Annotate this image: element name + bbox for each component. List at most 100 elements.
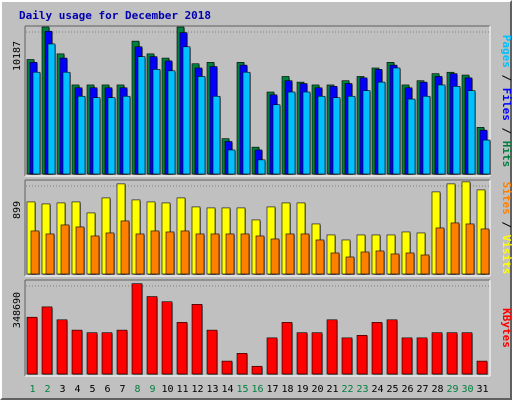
legend-label-kbytes: KBytes — [500, 308, 512, 348]
bar-pages-day-7 — [122, 95, 131, 175]
bar-pages-day-9 — [152, 69, 161, 175]
x-tick-label-day-21: 21 — [326, 384, 338, 395]
bar-sites-day-28 — [435, 227, 445, 275]
bar-sites-day-20 — [315, 239, 325, 275]
bar-kbytes-day-16 — [251, 365, 263, 375]
bar-kbytes-day-30 — [461, 332, 473, 375]
legend-label-visits: Visits — [500, 235, 512, 275]
bar-kbytes-day-13 — [206, 329, 218, 375]
x-tick-label-day-5: 5 — [89, 384, 95, 395]
bar-pages-day-18 — [287, 91, 296, 175]
bar-kbytes-day-11 — [176, 322, 188, 375]
bar-pages-day-26 — [407, 98, 416, 175]
bar-kbytes-day-9 — [146, 296, 158, 375]
bar-kbytes-day-29 — [446, 332, 458, 375]
bar-pages-day-24 — [377, 81, 386, 175]
x-tick-label-day-6: 6 — [104, 384, 110, 395]
bar-sites-day-3 — [60, 224, 70, 275]
bar-kbytes-day-31 — [476, 360, 488, 375]
chart-title: Daily usage for December 2018 — [19, 9, 211, 22]
legend-label-files: Files — [500, 88, 512, 121]
bar-pages-day-16 — [257, 159, 266, 175]
bar-sites-day-29 — [450, 222, 460, 275]
x-tick-label-day-31: 31 — [476, 384, 488, 395]
bar-pages-day-6 — [107, 97, 116, 175]
x-tick-label-day-7: 7 — [119, 384, 125, 395]
x-tick-label-day-23: 23 — [356, 384, 368, 395]
bar-pages-day-22 — [347, 95, 356, 175]
bar-pages-day-15 — [242, 71, 251, 175]
x-tick-label-day-26: 26 — [401, 384, 413, 395]
bar-sites-day-18 — [285, 233, 295, 275]
bar-sites-day-15 — [240, 233, 250, 275]
legend-separator: / — [500, 121, 512, 141]
bar-sites-day-23 — [360, 251, 370, 275]
x-tick-label-day-10: 10 — [161, 384, 173, 395]
bar-pages-day-12 — [197, 76, 206, 175]
bar-sites-day-31 — [480, 228, 490, 275]
bar-kbytes-day-3 — [56, 319, 68, 375]
bar-sites-day-5 — [90, 235, 100, 275]
x-tick-label-day-30: 30 — [461, 384, 473, 395]
bar-kbytes-day-12 — [191, 304, 203, 375]
bar-pages-day-31 — [482, 139, 491, 175]
bar-sites-day-9 — [150, 230, 160, 275]
x-tick-label-day-19: 19 — [296, 384, 308, 395]
x-tick-label-day-15: 15 — [236, 384, 248, 395]
x-tick-label-day-24: 24 — [371, 384, 383, 395]
bar-kbytes-day-24 — [371, 322, 383, 375]
bar-kbytes-day-19 — [296, 332, 308, 375]
bar-kbytes-day-21 — [326, 319, 338, 375]
bar-pages-day-2 — [47, 43, 56, 175]
legend-separator: / — [500, 215, 512, 235]
x-tick-label-day-12: 12 — [191, 384, 203, 395]
bar-kbytes-day-22 — [341, 337, 353, 375]
y-tick-label-3: 348690 — [12, 292, 23, 328]
bar-pages-day-17 — [272, 104, 281, 175]
legend-label-hits: Hits — [500, 141, 512, 168]
bar-kbytes-day-8 — [131, 283, 143, 375]
bar-sites-day-7 — [120, 220, 130, 275]
x-tick-label-day-17: 17 — [266, 384, 278, 395]
bar-pages-day-19 — [302, 91, 311, 175]
bar-kbytes-day-20 — [311, 332, 323, 375]
legend-2: Sites / Visits — [500, 182, 512, 275]
x-tick-label-day-25: 25 — [386, 384, 398, 395]
x-tick-label-day-27: 27 — [416, 384, 428, 395]
bar-pages-day-29 — [452, 86, 461, 175]
x-tick-label-day-14: 14 — [221, 384, 233, 395]
bar-sites-day-16 — [255, 235, 265, 275]
bar-kbytes-day-7 — [116, 329, 128, 375]
x-tick-label-day-29: 29 — [446, 384, 458, 395]
bar-pages-day-20 — [317, 95, 326, 175]
x-tick-label-day-18: 18 — [281, 384, 293, 395]
bar-sites-day-25 — [390, 253, 400, 275]
bar-kbytes-day-5 — [86, 332, 98, 375]
bar-sites-day-14 — [225, 233, 235, 275]
bar-pages-day-5 — [92, 97, 101, 175]
bar-sites-day-30 — [465, 223, 475, 275]
bar-kbytes-day-2 — [41, 306, 53, 375]
x-tick-label-day-3: 3 — [59, 384, 65, 395]
x-tick-label-day-28: 28 — [431, 384, 443, 395]
bar-kbytes-day-27 — [416, 337, 428, 375]
bar-sites-day-13 — [210, 233, 220, 275]
bar-sites-day-26 — [405, 252, 415, 275]
bar-sites-day-6 — [105, 232, 115, 275]
bar-pages-day-23 — [362, 90, 371, 175]
x-tick-label-day-9: 9 — [149, 384, 155, 395]
bar-pages-day-4 — [77, 95, 86, 175]
bar-pages-day-21 — [332, 97, 341, 175]
bar-sites-day-1 — [30, 230, 40, 275]
bar-pages-day-13 — [212, 95, 221, 175]
bar-sites-day-11 — [180, 230, 190, 275]
x-tick-label-day-11: 11 — [176, 384, 188, 395]
bar-kbytes-day-10 — [161, 301, 173, 375]
bar-kbytes-day-18 — [281, 322, 293, 375]
bar-sites-day-8 — [135, 233, 145, 275]
bar-pages-day-28 — [437, 84, 446, 175]
bar-sites-day-19 — [300, 233, 310, 275]
bar-sites-day-2 — [45, 233, 55, 275]
bar-sites-day-17 — [270, 238, 280, 275]
bar-sites-day-27 — [420, 254, 430, 275]
